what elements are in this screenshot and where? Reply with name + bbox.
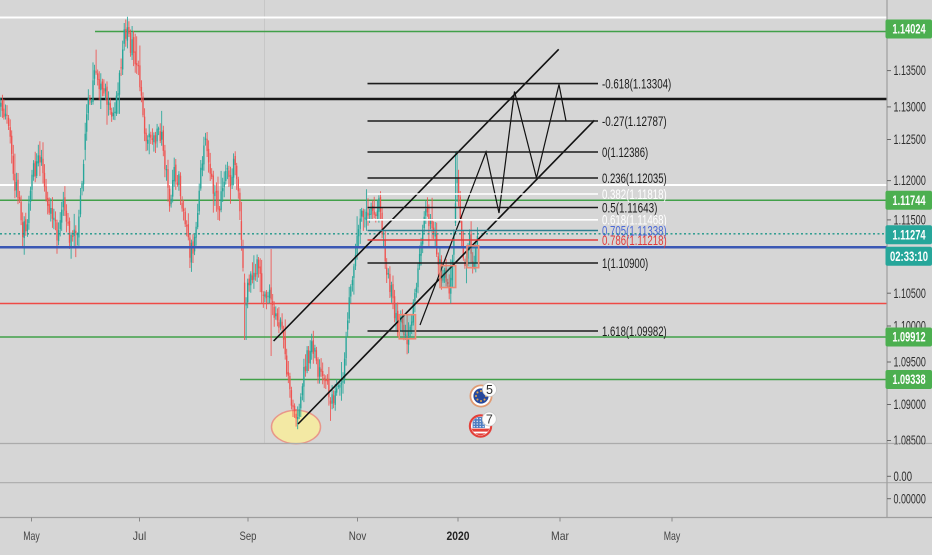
svg-text:0.236(1.12035): 0.236(1.12035) — [602, 171, 667, 186]
svg-text:0(1.12386): 0(1.12386) — [602, 145, 648, 160]
svg-text:7: 7 — [486, 413, 493, 427]
svg-text:02:33:10: 02:33:10 — [890, 249, 928, 264]
svg-text:1.10500: 1.10500 — [894, 286, 926, 301]
svg-text:1.09912: 1.09912 — [892, 330, 925, 345]
svg-text:1.09338: 1.09338 — [892, 372, 926, 387]
svg-text:2020: 2020 — [447, 529, 470, 543]
svg-text:1.13000: 1.13000 — [894, 100, 926, 115]
svg-text:Nov: Nov — [349, 529, 367, 543]
svg-text:1.12000: 1.12000 — [894, 173, 926, 188]
svg-text:May: May — [23, 529, 40, 543]
svg-text:1.11500: 1.11500 — [894, 213, 926, 228]
svg-text:1(1.10900): 1(1.10900) — [602, 256, 648, 271]
svg-text:Jul: Jul — [133, 529, 147, 543]
svg-text:1.09000: 1.09000 — [894, 397, 926, 412]
svg-text:0.00: 0.00 — [894, 469, 913, 484]
svg-text:1.13500: 1.13500 — [894, 63, 926, 78]
svg-text:1.618(1.09982): 1.618(1.09982) — [602, 324, 667, 339]
svg-text:1.11744: 1.11744 — [892, 193, 926, 208]
svg-text:Sep: Sep — [240, 529, 257, 543]
svg-text:May: May — [664, 529, 681, 543]
svg-text:1.11274: 1.11274 — [892, 227, 926, 242]
svg-text:1.14024: 1.14024 — [892, 22, 926, 37]
svg-text:1.09500: 1.09500 — [894, 355, 926, 370]
svg-text:5: 5 — [486, 383, 493, 397]
svg-text:1.12500: 1.12500 — [894, 132, 926, 147]
svg-text:Mar: Mar — [551, 529, 569, 543]
svg-text:0.786(1.11218): 0.786(1.11218) — [602, 233, 667, 248]
svg-text:0.00000: 0.00000 — [894, 491, 926, 506]
svg-text:-0.618(1.13304): -0.618(1.13304) — [602, 76, 671, 91]
svg-text:-0.27(1.12787): -0.27(1.12787) — [602, 114, 667, 129]
